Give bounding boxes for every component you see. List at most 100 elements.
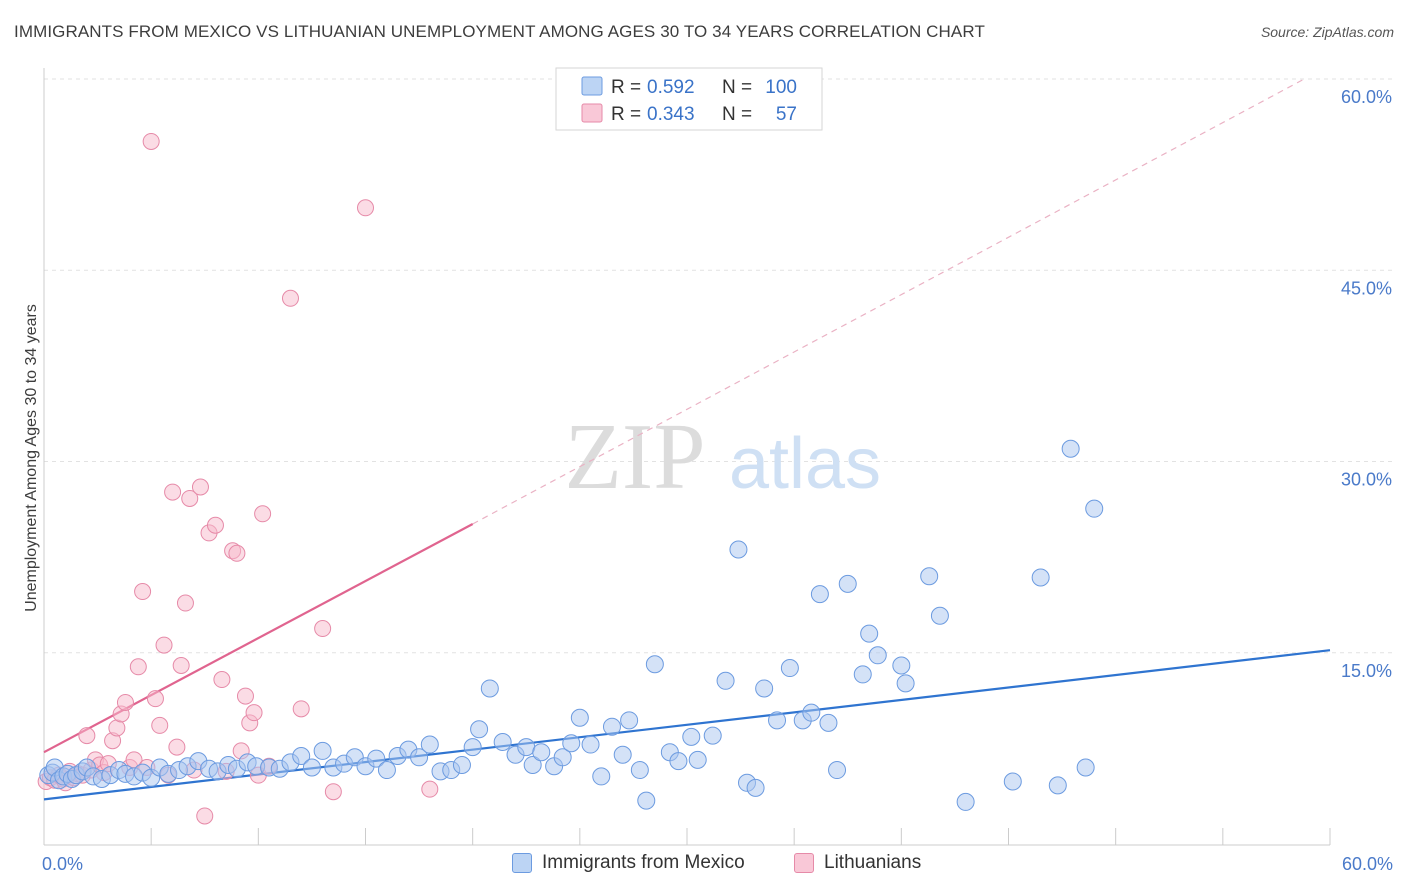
legend-swatch-lithuanians-bottom (794, 853, 814, 873)
source-label: Source: ZipAtlas.com (1260, 24, 1394, 40)
mexico-point (410, 748, 429, 767)
mexico-point (562, 734, 581, 753)
x-tick-label-start: 0.0% (42, 854, 83, 874)
mexico-point (553, 748, 572, 767)
mexico-point (682, 727, 701, 746)
mexico-point (493, 733, 512, 751)
mexico-point (780, 659, 799, 678)
lithuanians-point (236, 687, 254, 705)
axes (43, 68, 1331, 846)
lithuanians-point (324, 783, 342, 801)
lithuanians-point (254, 505, 272, 523)
legend-swatch-mexico-bottom (512, 853, 532, 873)
legend-label-lithuanians: Lithuanians (824, 852, 922, 873)
lithuanians-point (108, 719, 126, 737)
mexico-point (930, 606, 949, 625)
lithuanians-point (191, 478, 209, 496)
lithuanians-points (37, 132, 439, 825)
y-axis-label: Unemployment Among Ages 30 to 34 years (23, 304, 40, 612)
legend-n-value-mexico: 100 (765, 77, 797, 98)
lithuanians-point (129, 658, 147, 676)
mexico-point (570, 708, 589, 727)
mexico-point (1003, 772, 1022, 791)
mexico-point (420, 735, 439, 754)
y-tick-label: 15.0% (1341, 661, 1392, 681)
mexico-point (620, 711, 639, 730)
lithuanians-point (142, 132, 160, 150)
legend-swatch-mexico (581, 76, 603, 96)
legend-r-label-lithuanians: R = (611, 104, 641, 125)
mexico-point (517, 738, 536, 757)
lithuanians-point (151, 716, 169, 734)
mexico-point (532, 743, 551, 762)
mexico-point (367, 749, 386, 768)
mexico-point (523, 755, 542, 774)
lithuanians-point (245, 704, 263, 722)
mexico-point (828, 761, 847, 780)
lithuanians-point (206, 516, 224, 534)
mexico-point (592, 767, 611, 786)
mexico-point (613, 745, 632, 764)
lithuanians-point (168, 738, 186, 756)
mexico-point (892, 656, 911, 675)
mexico-point (746, 778, 765, 797)
mexico-point (1031, 568, 1050, 587)
mexico-point (669, 752, 688, 771)
y-tick-label: 30.0% (1341, 470, 1392, 490)
watermark: ZIP atlas (565, 405, 882, 509)
legend-r-label-mexico: R = (611, 77, 641, 98)
mexico-point (896, 674, 915, 693)
mexico-point (853, 665, 872, 684)
lithuanians-point (78, 727, 96, 745)
lithuanians-point (146, 690, 164, 708)
lithuanians-point (116, 693, 134, 711)
series-legend: Immigrants from Mexico Lithuanians (0, 852, 1406, 878)
mexico-point (716, 671, 735, 690)
lithuanians-trend-extension (472, 78, 1305, 525)
mexico-point (463, 738, 482, 757)
y-tick-label: 60.0% (1341, 87, 1392, 107)
mexico-point (810, 585, 829, 604)
mexico-point (819, 713, 838, 732)
lithuanians-point (176, 594, 194, 612)
x-tick-label-end: 60.0% (1342, 854, 1393, 874)
legend-label-mexico: Immigrants from Mexico (542, 852, 745, 873)
mexico-point (452, 755, 471, 774)
mexico-point (470, 720, 489, 739)
mexico-point (755, 679, 774, 698)
lithuanians-point (134, 583, 152, 601)
legend-swatch-lithuanians (581, 103, 603, 123)
mexico-point (688, 750, 707, 769)
lithuanians-point (357, 199, 374, 217)
tick-labels: 15.0% 30.0% 45.0% 60.0% 0.0% 60.0% (42, 87, 1393, 874)
grid-lines (44, 78, 1392, 654)
legend-item-lithuanians: Lithuanians (794, 852, 921, 874)
lithuanians-point (281, 289, 299, 307)
mexico-points (39, 439, 1104, 811)
lithuanians-point (292, 700, 310, 718)
mexico-point (1048, 776, 1067, 795)
mexico-point (377, 761, 396, 780)
mexico-point (768, 711, 787, 730)
mexico-point (630, 761, 649, 780)
mexico-point (602, 717, 621, 736)
y-tick-label: 45.0% (1341, 278, 1392, 298)
mexico-point (729, 540, 748, 559)
mexico-point (480, 679, 499, 698)
lithuanians-point (196, 807, 214, 825)
mexico-point (1085, 499, 1104, 518)
mexico-point (802, 703, 821, 722)
lithuanians-point (155, 636, 173, 654)
legend-item-mexico: Immigrants from Mexico (512, 852, 745, 874)
legend-n-label-lithuanians: N = (722, 104, 752, 125)
lithuanians-point (421, 780, 439, 798)
mexico-point (868, 646, 887, 665)
mexico-point (292, 747, 311, 766)
lithuanians-point (228, 544, 246, 562)
mexico-point (920, 567, 939, 586)
mexico-point (645, 655, 664, 674)
mexico-point (703, 726, 722, 745)
mexico-point (313, 741, 332, 760)
chart-title: IMMIGRANTS FROM MEXICO VS LITHUANIAN UNE… (14, 22, 985, 41)
mexico-point (860, 624, 879, 643)
